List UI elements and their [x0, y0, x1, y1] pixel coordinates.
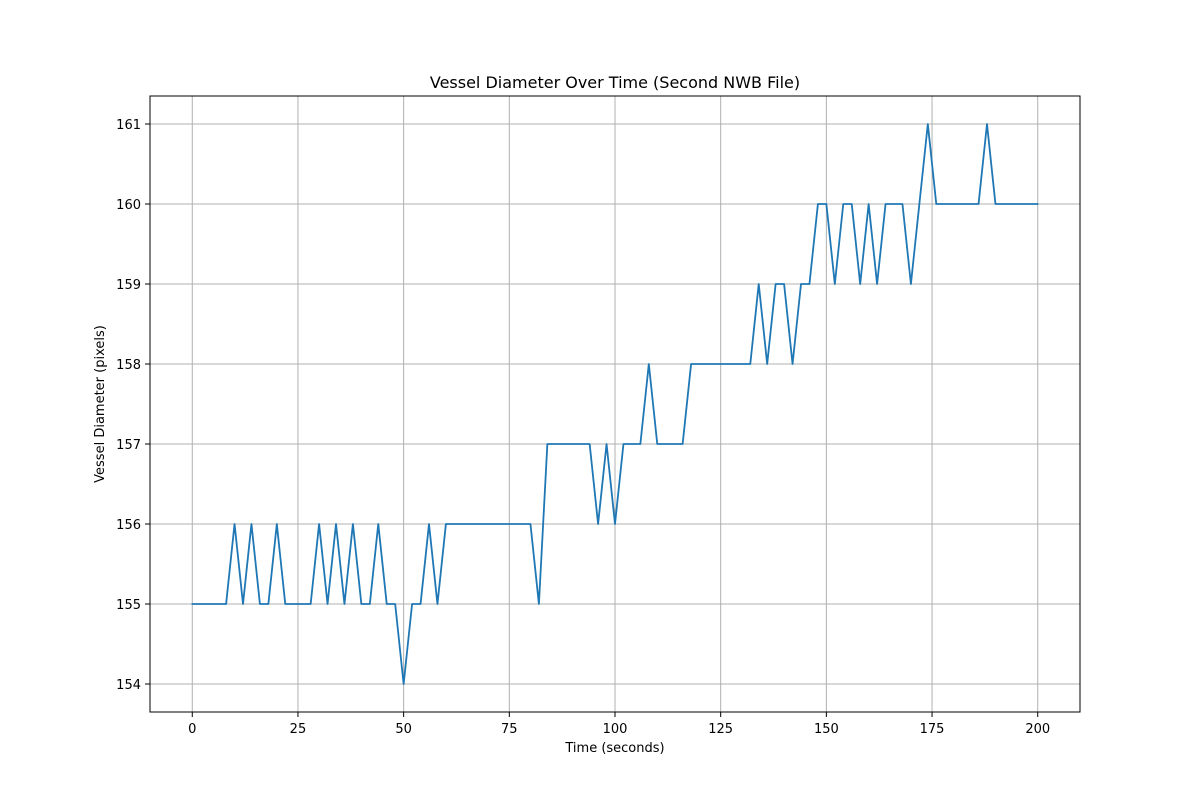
y-tick-label: 154 [116, 678, 141, 693]
x-tick-label: 200 [1025, 722, 1050, 737]
y-tick-label: 158 [116, 358, 141, 373]
x-tick-label: 150 [814, 722, 839, 737]
x-tick-label: 100 [603, 722, 628, 737]
y-tick-label: 157 [116, 438, 141, 453]
y-tick-label: 160 [116, 198, 141, 213]
x-tick-label: 25 [290, 722, 307, 737]
x-tick-label: 125 [708, 722, 733, 737]
y-tick-label: 161 [116, 118, 141, 133]
y-tick-label: 159 [116, 278, 141, 293]
x-axis-label: Time (seconds) [564, 741, 664, 756]
series-line [191, 123, 1039, 685]
x-tick-label: 75 [501, 722, 518, 737]
x-tick-label: 50 [395, 722, 412, 737]
x-tick-label: 0 [188, 722, 196, 737]
y-axis-label: Vessel Diameter (pixels) [93, 325, 108, 483]
x-axis: 0 25 50 75 100 125 150 175 200 [188, 712, 1050, 737]
series-layer [191, 123, 1039, 685]
y-tick-label: 155 [116, 598, 141, 613]
y-tick-label: 156 [116, 518, 141, 533]
chart-title: Vessel Diameter Over Time (Second NWB Fi… [430, 73, 800, 92]
x-tick-label: 175 [920, 722, 945, 737]
y-axis: 154 155 156 157 158 159 160 161 [116, 118, 150, 693]
